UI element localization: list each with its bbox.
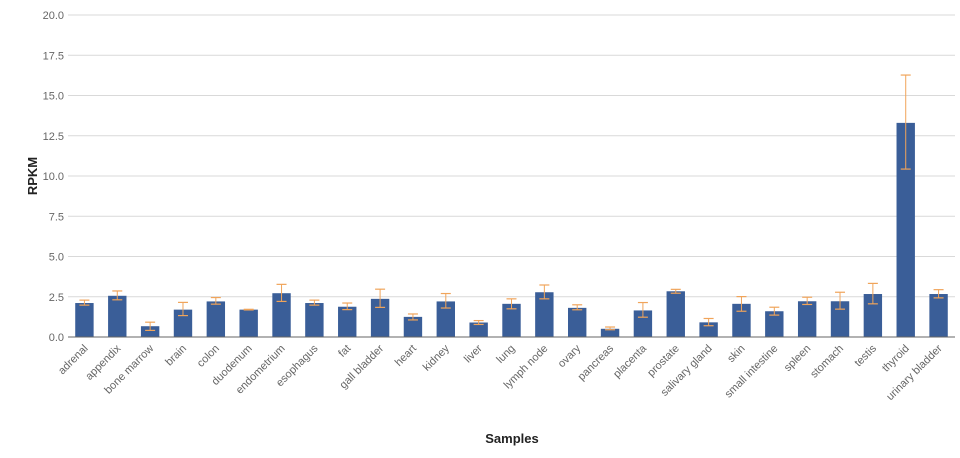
bar-prostate <box>666 291 685 337</box>
bar-bone-marrow <box>140 326 160 337</box>
bar-appendix <box>108 295 127 337</box>
bar-endometrium <box>272 293 291 337</box>
bar-stomach <box>830 301 850 337</box>
x-tick-label: colon <box>195 343 222 370</box>
x-tick-label: heart <box>393 343 419 369</box>
y-tick-label: 12.5 <box>43 131 64 143</box>
x-tick-label: placenta <box>611 342 650 381</box>
y-tick-label: 2.5 <box>49 292 64 304</box>
bar-thyroid <box>896 122 915 338</box>
x-tick-label: stomach <box>808 343 846 381</box>
error-bars <box>79 74 944 331</box>
bar-small-intestine <box>765 311 784 337</box>
bar-duodenum <box>239 309 258 337</box>
y-tick-label: 7.5 <box>49 211 64 223</box>
bar-adrenal <box>75 303 94 337</box>
y-tick-label: 0.0 <box>49 332 64 344</box>
bar-testis <box>863 294 883 337</box>
x-tick-label: skin <box>725 343 747 365</box>
x-tick-label: spleen <box>782 343 813 374</box>
bar-fat <box>338 306 357 337</box>
bar-heart <box>403 316 423 337</box>
x-tick-label: thyroid <box>880 343 912 375</box>
y-axis-label: RPKM <box>25 157 40 195</box>
y-tick-label: 10.0 <box>43 171 64 183</box>
x-tick-label: liver <box>462 342 485 365</box>
bar-ovary <box>568 307 587 337</box>
y-tick-label: 20.0 <box>43 10 64 22</box>
x-tick-label: brain <box>163 343 189 369</box>
bar-pancreas <box>600 328 620 337</box>
bar-lymph-node <box>535 292 554 337</box>
grid-lines <box>68 14 955 298</box>
bar-urinary-bladder <box>929 294 948 337</box>
bar-esophagus <box>305 303 324 337</box>
bar-liver <box>469 322 488 337</box>
y-tick-label: 17.5 <box>43 50 64 62</box>
x-tick-label: pancreas <box>576 342 617 383</box>
x-tick-label: lung <box>494 343 517 366</box>
bar-spleen <box>797 301 817 337</box>
y-tick-labels: 0.0 2.5 5.0 7.5 10.0 12.5 15.0 17.5 20.0 <box>43 10 64 344</box>
bar-colon <box>206 301 226 337</box>
bar-lung <box>502 303 521 337</box>
y-tick-label: 5.0 <box>49 252 64 264</box>
x-tick-label: testis <box>852 342 879 369</box>
x-tick-label: fat <box>336 343 353 360</box>
x-tick-label: ovary <box>556 342 584 370</box>
bar-gall-bladder <box>370 298 390 337</box>
x-axis-label: Samples <box>485 431 538 446</box>
x-tick-label: kidney <box>421 342 452 373</box>
bar-skin <box>732 303 751 337</box>
y-tick-label: 15.0 <box>43 91 64 103</box>
bar-kidney <box>436 301 455 337</box>
bar-brain <box>173 309 193 337</box>
